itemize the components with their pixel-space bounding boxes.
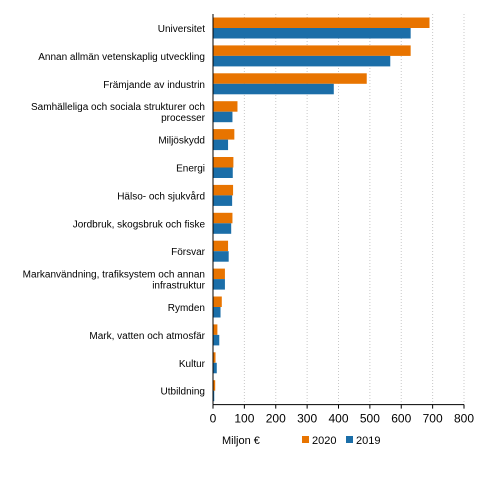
bar-2019-3: [213, 111, 233, 123]
category-label: Hälso- och sjukvård: [117, 190, 205, 202]
category-labels: Universitet Annan allmän vetenskaplig utv…: [23, 24, 206, 398]
x-tick-label: 500: [360, 412, 380, 426]
legend-label-2020: 2020: [312, 435, 336, 447]
legend-swatch-2019: [346, 436, 353, 443]
category-label: infrastruktur: [152, 281, 205, 292]
x-tick-label: 600: [391, 412, 411, 426]
x-tick-label: 100: [234, 412, 254, 426]
bar-2019-0: [213, 28, 411, 39]
x-tick-label: 800: [454, 412, 474, 426]
bar-2019-8: [213, 251, 229, 262]
bar-2020-4: [213, 129, 235, 140]
bar-2019-12: [213, 362, 217, 374]
legend-swatch-2020: [302, 436, 309, 443]
bar-2019-9: [213, 279, 225, 290]
category-label: Försvar: [171, 247, 206, 258]
bar-2020-9: [213, 268, 225, 280]
category-label: Jordbruk, skogsbruk och fiske: [73, 219, 206, 230]
bars: [213, 17, 430, 402]
category-label: Annan allmän vetenskaplig utveckling: [38, 52, 205, 63]
bar-2019-7: [213, 223, 232, 234]
x-axis: 0 100 200 300 400 500 600 700 800: [210, 14, 474, 426]
legend-label-2019: 2019: [356, 435, 380, 447]
x-tick-label: 700: [423, 412, 443, 426]
bar-2019-10: [213, 307, 221, 318]
bar-2020-7: [213, 212, 233, 224]
bar-2019-2: [213, 83, 334, 95]
bar-2020-1: [213, 45, 411, 56]
bar-2020-12: [213, 352, 216, 363]
bar-2020-5: [213, 157, 234, 168]
category-label: Rymden: [168, 303, 205, 314]
category-label: Energi: [176, 163, 205, 174]
bar-2020-2: [213, 73, 367, 84]
category-label: Mark, vatten och atmosfär: [89, 331, 205, 342]
x-tick-label: 200: [266, 412, 286, 426]
category-label: Kultur: [179, 359, 206, 370]
bar-2020-8: [213, 240, 229, 252]
category-label: Utbildning: [161, 387, 205, 398]
x-tick-label: 0: [210, 412, 217, 426]
bar-2020-10: [213, 296, 222, 307]
category-label: Miljöskydd: [158, 136, 205, 147]
bar-2019-11: [213, 334, 220, 346]
x-axis-unit-label: Miljon €: [222, 435, 260, 447]
category-label: Universitet: [158, 24, 205, 35]
gridlines: [243, 14, 465, 405]
x-tick-label: 400: [328, 412, 348, 426]
category-label: Samhälleliga och sociala strukturer och: [31, 102, 205, 113]
bar-2020-11: [213, 324, 218, 335]
bar-2019-6: [213, 195, 233, 206]
category-label: processer: [161, 113, 206, 124]
bar-2020-3: [213, 101, 238, 112]
legend: 2020 2019: [302, 435, 380, 447]
x-tick-label: 300: [297, 412, 317, 426]
bar-2019-4: [213, 139, 229, 151]
category-label: Främjande av industrin: [103, 80, 205, 91]
bar-2020-13: [213, 380, 216, 391]
bar-2020-0: [213, 17, 430, 28]
category-label: Markanvändning, trafiksystem och annan: [23, 270, 205, 281]
bar-2019-5: [213, 167, 233, 178]
bar-2019-1: [213, 55, 391, 67]
bar-2020-6: [213, 184, 234, 196]
bar-2019-13: [213, 390, 215, 402]
